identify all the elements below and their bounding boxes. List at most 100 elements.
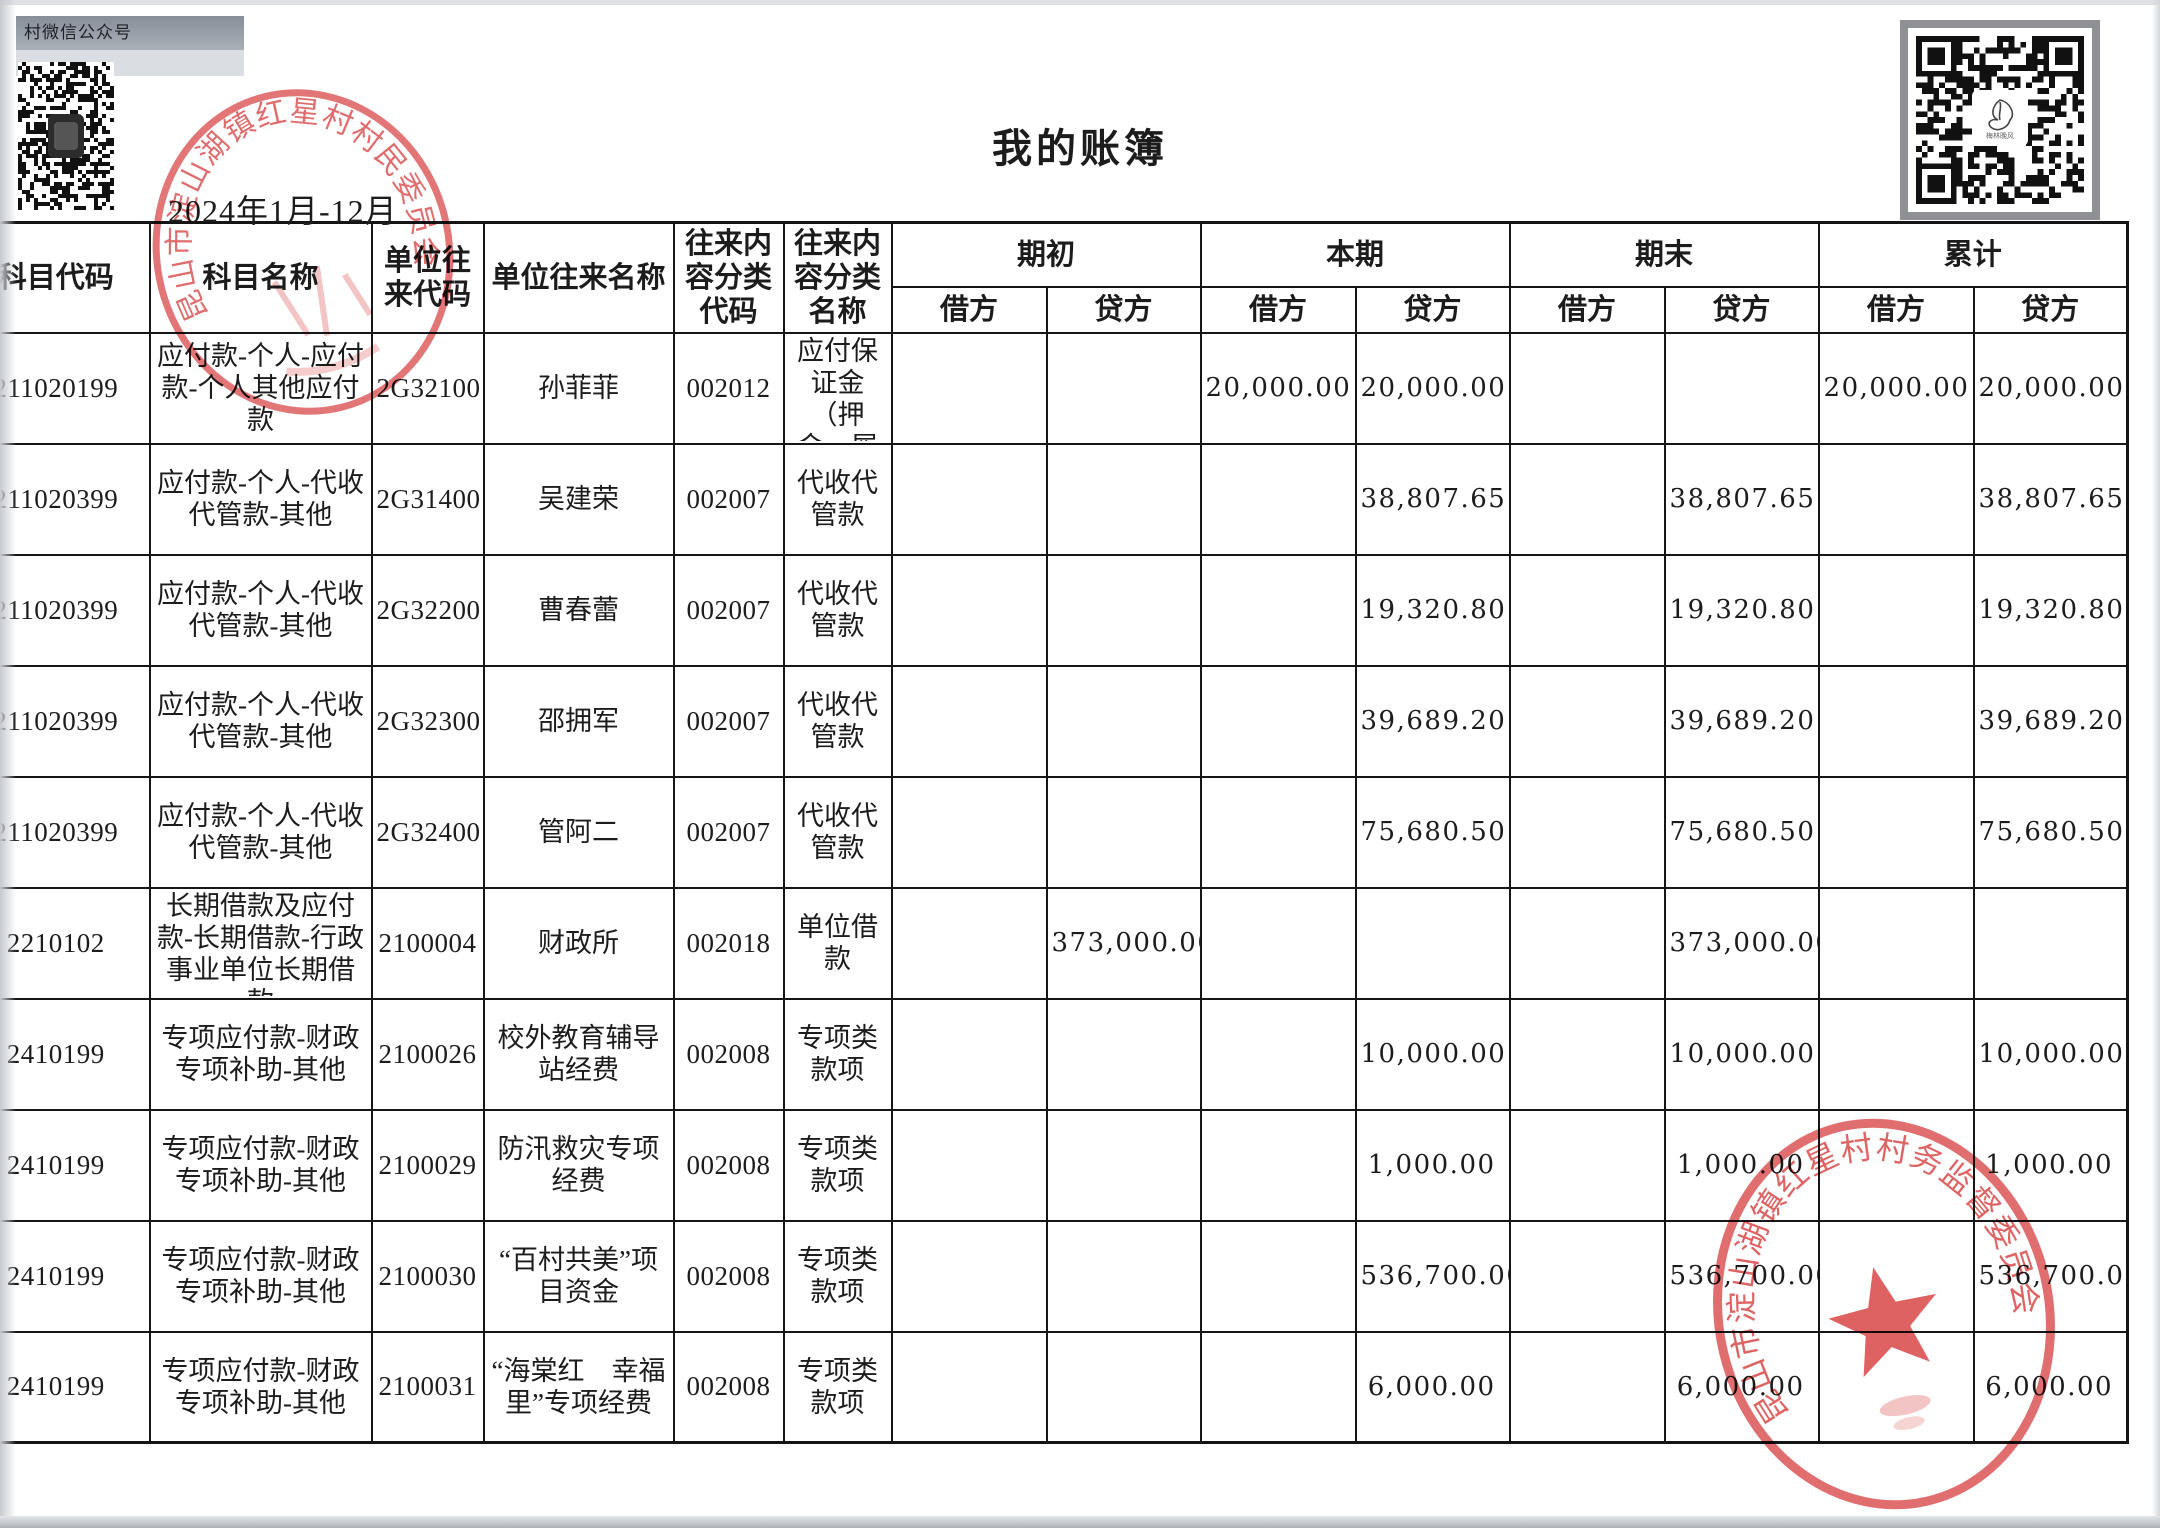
amount-cell: 19,320.80: [1972, 553, 2129, 667]
content-name-cell: 代收代管款: [782, 664, 893, 778]
content-name-cell: 专项类款项: [782, 1219, 893, 1333]
amount-cell: [1508, 1219, 1666, 1333]
subject-name-cell: 专项应付款-财政专项补助-其他: [148, 1330, 373, 1444]
amount-cell: 536,700.00: [1354, 1219, 1511, 1333]
subject-name-cell: 专项应付款-财政专项补助-其他: [148, 1219, 373, 1333]
unit-code-cell: 2G32400: [370, 775, 485, 889]
unit-name-cell: 校外教育辅导站经费: [482, 997, 675, 1111]
content-name-cell-text: 代收代管款: [797, 690, 878, 752]
amount-cell: 75,680.50: [1972, 775, 2129, 889]
amount-cell: 10,000.00: [1972, 997, 2129, 1111]
unit-name-cell: 防汛救灾专项经费: [482, 1108, 675, 1222]
amount-cell: [1199, 442, 1357, 556]
unit-name-cell: 曹春蕾: [482, 553, 675, 667]
content-name-cell-text: 代收代管款: [797, 468, 878, 530]
unit-name-cell: 吴建荣: [482, 442, 675, 556]
amount-cell: [1045, 553, 1202, 667]
amount-cell: 1,000.00: [1972, 1108, 2129, 1222]
amount-cell: 20,000.00: [1817, 331, 1975, 445]
unit-code-cell: 2G31400: [370, 442, 485, 556]
scan-edge-left: [0, 0, 16, 1528]
unit-name-cell: 财政所: [482, 886, 675, 1000]
subject-code-cell: 211020399: [0, 664, 151, 778]
amount-cell: [1045, 664, 1202, 778]
amount-cell: 19,320.80: [1354, 553, 1511, 667]
subject-code-cell: 211020199: [0, 331, 151, 445]
unit-code-cell: 2100029: [370, 1108, 485, 1222]
content-name-cell: 代收代管款: [782, 775, 893, 889]
subject-name-cell-text: 应付款-个人-应付款-个人其他应付款: [157, 341, 364, 435]
subject-code-cell: 2210102: [0, 886, 151, 1000]
amount-cell: [1045, 1219, 1202, 1333]
amount-cell: [1972, 886, 2129, 1000]
content-name-cell-text: 专项类款项: [797, 1023, 878, 1085]
amount-cell: [1199, 886, 1357, 1000]
subject-name-cell-text: 应付款-个人-代收代管款-其他: [157, 801, 364, 863]
sub-header-credit: 贷方: [1663, 285, 1820, 334]
amount-cell: [1199, 1108, 1357, 1222]
amount-cell: 6,000.00: [1972, 1330, 2129, 1444]
amount-cell: 39,689.20: [1663, 664, 1820, 778]
amount-cell: [1817, 553, 1975, 667]
scan-edge-right: [2152, 0, 2160, 1528]
scan-edge-top: [0, 0, 2160, 5]
amount-cell: [1508, 664, 1666, 778]
unit-name-cell-text: 校外教育辅导站经费: [497, 1023, 660, 1085]
unit-code-cell: 2100030: [370, 1219, 485, 1333]
subject-code-cell: 2410199: [0, 1219, 151, 1333]
amount-cell: 536,700.00: [1663, 1219, 1820, 1333]
wechat-account-label: 村微信公众号: [16, 16, 244, 50]
amount-cell: 39,689.20: [1354, 664, 1511, 778]
amount-cell: 1,000.00: [1354, 1108, 1511, 1222]
group-header-ending: 期末: [1508, 221, 1820, 288]
unit-name-cell: “海棠红 幸福里”专项经费: [482, 1330, 675, 1444]
amount-cell: [1663, 331, 1820, 445]
unit-name-cell: 邵拥军: [482, 664, 675, 778]
amount-cell: [1199, 664, 1357, 778]
subject-name-cell: 长期借款及应付款-长期借款-行政事业单位长期借款: [148, 886, 373, 1000]
content-code-cell: 002008: [672, 1108, 785, 1222]
group-header-current: 本期: [1199, 221, 1511, 288]
content-code-cell: 002008: [672, 997, 785, 1111]
table-row: 211020199 应付款-个人-应付款-个人其他应付款 2G32100 孙菲菲 002…: [0, 331, 2129, 445]
subject-name-cell-text: 专项应付款-财政专项补助-其他: [161, 1023, 360, 1085]
page-title: 我的账簿: [992, 126, 1168, 171]
amount-cell: 20,000.00: [1199, 331, 1357, 445]
amount-cell: [890, 553, 1048, 667]
svg-text:梅林晚风: 梅林晚风: [1986, 131, 2014, 140]
sub-header-credit: 贷方: [1354, 285, 1511, 334]
content-code-cell: 002008: [672, 1330, 785, 1444]
subject-code-cell: 211020399: [0, 553, 151, 667]
column-header-subject-code: 科目代码: [0, 221, 151, 334]
amount-cell: 75,680.50: [1354, 775, 1511, 889]
content-name-cell-text: 应付保证金（押金、履约金）等: [797, 336, 878, 441]
amount-cell: 38,807.65: [1972, 442, 2129, 556]
column-header-unit-name: 单位往来名称: [482, 221, 675, 334]
amount-cell: 38,807.65: [1354, 442, 1511, 556]
subject-name-cell-text: 应付款-个人-代收代管款-其他: [157, 468, 364, 530]
subject-code-cell: 211020399: [0, 442, 151, 556]
subject-code-cell: 2410199: [0, 1108, 151, 1222]
amount-cell: 20,000.00: [1972, 331, 2129, 445]
content-name-cell-text: 代收代管款: [797, 579, 878, 641]
unit-name-cell-text: 管阿二: [538, 817, 619, 847]
amount-cell: [1817, 997, 1975, 1111]
subject-code-cell: 211020399: [0, 775, 151, 889]
amount-cell: 19,320.80: [1663, 553, 1820, 667]
amount-cell: [1199, 1219, 1357, 1333]
subject-name-cell-text: 专项应付款-财政专项补助-其他: [161, 1134, 360, 1196]
amount-cell: [1817, 1219, 1975, 1333]
amount-cell: [1045, 331, 1202, 445]
amount-cell: [1508, 1108, 1666, 1222]
content-name-cell-text: 专项类款项: [797, 1134, 878, 1196]
group-header-opening: 期初: [890, 221, 1202, 288]
content-name-cell-text: 单位借款: [797, 912, 878, 974]
ledger-table: 科目代码 科目名称 单位往来代码 单位往来名称 往来内容分类代码 往来内容分类名…: [0, 221, 2130, 1444]
amount-cell: 1,000.00: [1663, 1108, 1820, 1222]
amount-cell: [1199, 997, 1357, 1111]
amount-cell: [890, 886, 1048, 1000]
subject-name-cell: 应付款-个人-代收代管款-其他: [148, 442, 373, 556]
content-code-cell: 002007: [672, 775, 785, 889]
content-code-cell: 002007: [672, 664, 785, 778]
